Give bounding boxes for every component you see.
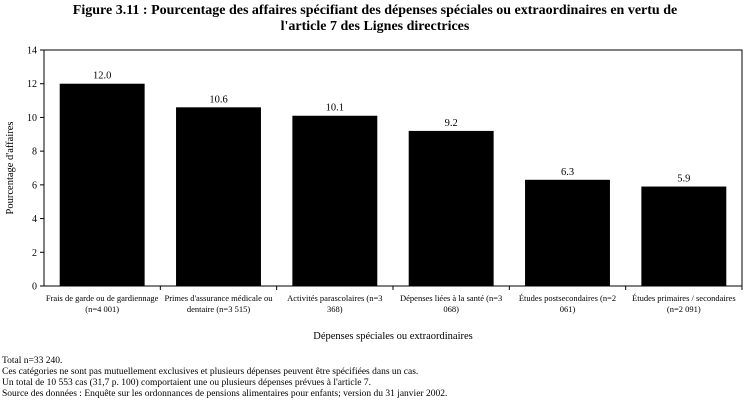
x-category-label: 068) — [443, 304, 459, 314]
y-axis-label: Pourcentage d'affaires — [5, 122, 16, 215]
x-category-label: Activités parascolaires (n=3 — [287, 293, 382, 303]
x-category-label: Frais de garde ou de gardiennage — [46, 293, 159, 303]
footnote-source: Source des données : Enquête sur les ord… — [2, 389, 448, 399]
footnote-cases: Un total de 10 553 cas (31,7 p. 100) com… — [2, 378, 371, 388]
x-category-label: (n=2 091) — [667, 304, 701, 314]
footnote-total: Total n=33 240. — [2, 356, 63, 366]
footnotes: Total n=33 240. Ces catégories ne sont p… — [2, 356, 447, 400]
x-category-label: 368) — [327, 304, 343, 314]
y-tick-label: 12 — [27, 79, 37, 90]
y-tick-label: 10 — [27, 113, 37, 124]
bar-data-label: 10.1 — [326, 103, 344, 114]
x-category-label: Études postsecondaires (n=2 — [519, 293, 616, 303]
bar — [525, 179, 610, 286]
bar — [292, 115, 378, 286]
y-axis: 0 2 4 6 8 10 12 14 — [27, 46, 44, 293]
y-tick-label: 2 — [32, 248, 37, 259]
y-tick-label: 8 — [32, 147, 37, 158]
bar — [408, 130, 494, 286]
footnote-categories: Ces catégories ne sont pas mutuellement … — [2, 367, 419, 377]
bar-data-label: 9.2 — [445, 118, 458, 129]
x-category-label: 061) — [560, 304, 576, 314]
x-category-label: Primes d'assurance médicale ou — [165, 293, 274, 303]
x-category-label: Études primaires / secondaires — [632, 293, 736, 303]
bar — [59, 83, 145, 286]
x-axis-label: Dépenses spéciales ou extraordinaires — [313, 331, 472, 342]
x-category-label: Dépenses liées à la santé (n=3 — [400, 293, 502, 303]
bar — [641, 186, 727, 286]
bar-data-label: 10.6 — [209, 94, 227, 105]
y-tick-label: 14 — [27, 46, 37, 57]
bar-data-label: 12.0 — [93, 71, 111, 82]
x-category-label: dentaire (n=3 515) — [187, 304, 250, 314]
bars: 12.0 10.6 10.1 9.2 6.3 5.9 — [59, 71, 727, 286]
bar-data-label: 5.9 — [677, 174, 690, 185]
chart-title: Figure 3.11 : Pourcentage des affaires s… — [0, 3, 750, 35]
y-tick-label: 0 — [32, 282, 37, 293]
chart-title-line-2: l'article 7 des Lignes directrices — [280, 19, 470, 34]
chart-title-line-1: Figure 3.11 : Pourcentage des affaires s… — [72, 3, 678, 18]
y-tick-label: 4 — [32, 214, 37, 225]
y-tick-label: 6 — [32, 180, 37, 191]
bar — [176, 107, 261, 286]
x-category-label: (n=4 001) — [85, 304, 119, 314]
x-axis-tick-labels: Frais de garde ou de gardiennage(n=4 001… — [46, 286, 743, 314]
plot-area-frame — [43, 49, 743, 287]
bar-data-label: 6.3 — [561, 167, 574, 178]
